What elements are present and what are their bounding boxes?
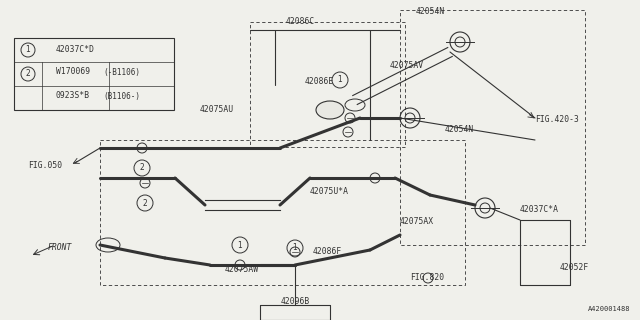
Text: 42075AW: 42075AW bbox=[225, 266, 259, 275]
Bar bbox=[100, 140, 465, 285]
Text: 42086C: 42086C bbox=[285, 18, 315, 27]
Text: 42086F: 42086F bbox=[313, 247, 342, 257]
Text: 2: 2 bbox=[143, 198, 147, 207]
Bar bbox=[250, 22, 405, 147]
Text: 42054N: 42054N bbox=[415, 7, 445, 17]
Text: FIG.050: FIG.050 bbox=[28, 161, 62, 170]
Text: 1: 1 bbox=[26, 45, 30, 54]
Text: 42075AX: 42075AX bbox=[400, 218, 434, 227]
Text: 2: 2 bbox=[26, 69, 30, 78]
Text: 0923S*B: 0923S*B bbox=[56, 92, 90, 100]
Text: 42075AV: 42075AV bbox=[390, 60, 424, 69]
Text: 1: 1 bbox=[237, 241, 243, 250]
Text: 1: 1 bbox=[338, 76, 342, 84]
Text: FIG.420-3: FIG.420-3 bbox=[535, 116, 579, 124]
Text: 42037C*A: 42037C*A bbox=[520, 205, 559, 214]
Bar bbox=[400, 10, 585, 245]
Text: FRONT: FRONT bbox=[48, 244, 72, 252]
Text: 42037C*D: 42037C*D bbox=[56, 45, 95, 54]
Text: (-B1106): (-B1106) bbox=[104, 68, 141, 76]
Text: W170069: W170069 bbox=[56, 68, 90, 76]
Text: 42096B: 42096B bbox=[280, 298, 310, 307]
Text: 42054N: 42054N bbox=[445, 125, 474, 134]
Text: A420001488: A420001488 bbox=[588, 306, 630, 312]
Bar bbox=[14, 38, 174, 110]
Text: (B1106-): (B1106-) bbox=[104, 92, 141, 100]
Text: 2: 2 bbox=[140, 164, 145, 172]
Ellipse shape bbox=[316, 101, 344, 119]
Text: 1: 1 bbox=[292, 244, 298, 252]
Text: 42052F: 42052F bbox=[560, 263, 589, 273]
Text: 42075AU: 42075AU bbox=[200, 106, 234, 115]
Text: 42086E: 42086E bbox=[305, 77, 334, 86]
Text: 42075U*A: 42075U*A bbox=[310, 188, 349, 196]
Text: FIG.820: FIG.820 bbox=[410, 274, 444, 283]
